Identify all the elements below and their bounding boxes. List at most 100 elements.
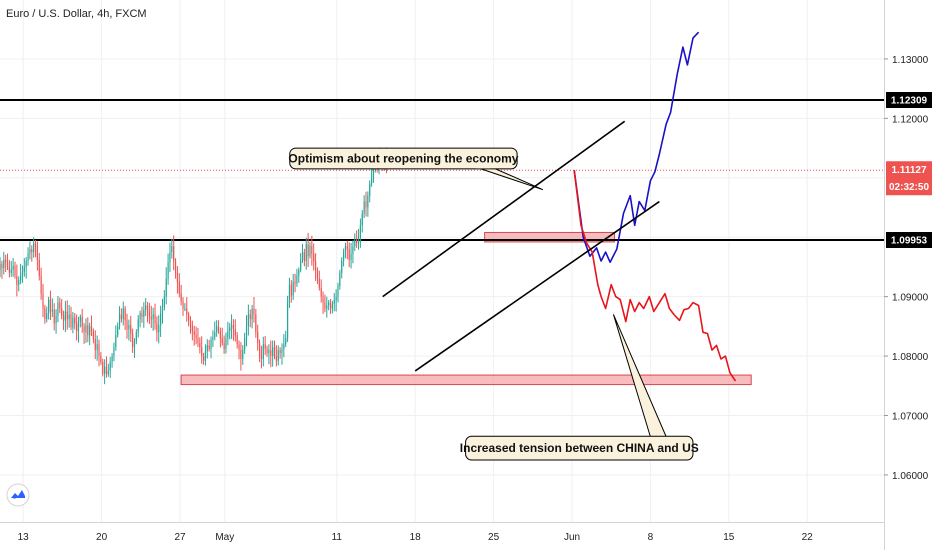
candle-body — [255, 314, 257, 333]
candle-body — [18, 279, 20, 285]
candle-body — [238, 344, 240, 351]
candle-body — [333, 300, 335, 304]
candle-body — [6, 262, 9, 267]
support-zone — [180, 374, 752, 386]
tradingview-logo-icon[interactable] — [6, 483, 30, 507]
candle-body — [124, 308, 126, 321]
candle-body — [94, 339, 96, 351]
candle-body — [5, 259, 7, 263]
candle-body — [300, 259, 302, 270]
candle-body — [31, 249, 33, 253]
candle-body — [27, 253, 29, 261]
candle-body — [316, 269, 319, 279]
candle-body — [53, 309, 55, 324]
candle-body — [146, 305, 149, 312]
candle-body — [62, 315, 65, 321]
candle-body — [173, 246, 175, 261]
x-tick-label: Jun — [564, 532, 580, 543]
candle-body — [104, 366, 106, 374]
candle-body — [212, 337, 214, 340]
candle-body — [55, 315, 57, 324]
candle-body — [357, 237, 360, 244]
x-tick-label: 20 — [96, 532, 108, 543]
candle-body — [178, 281, 180, 294]
candle-body — [49, 299, 52, 312]
candle-body — [109, 361, 111, 371]
candle-body — [23, 266, 25, 272]
x-tick-label: 27 — [174, 532, 186, 543]
current-price-label: 1.11127 — [891, 165, 926, 176]
candle-body — [165, 278, 167, 297]
candle-body — [223, 342, 225, 349]
candle-body — [244, 338, 246, 351]
candle-body — [197, 338, 199, 343]
candle-body — [143, 309, 145, 317]
x-tick-label: 8 — [648, 532, 654, 543]
candle-body — [361, 213, 363, 226]
candle-body — [281, 348, 283, 354]
candle-body — [286, 302, 289, 339]
candle-body — [257, 332, 259, 343]
candle-body — [227, 331, 229, 339]
candle-body — [311, 246, 313, 254]
candle-body — [163, 296, 165, 308]
candle-body — [133, 341, 136, 348]
candle-body — [199, 342, 201, 348]
candle-body — [326, 305, 328, 309]
candle-body — [12, 265, 14, 270]
candle-body — [204, 351, 207, 361]
candle-body — [210, 339, 212, 349]
candle-body — [193, 331, 195, 335]
candle-body — [331, 303, 333, 309]
candle-body — [342, 252, 345, 261]
candle-body — [245, 326, 248, 339]
candle-body — [318, 278, 320, 288]
candle-body — [77, 321, 80, 332]
candle-body — [152, 314, 154, 320]
candle-body — [247, 314, 249, 327]
projection-paths — [573, 31, 737, 382]
chart-title: Euro / U.S. Dollar, 4h, FXCM — [6, 8, 147, 20]
candle-body — [51, 309, 53, 312]
candle-body — [135, 332, 137, 342]
callout-box — [465, 435, 694, 461]
candle-body — [206, 345, 208, 352]
candle-body — [90, 326, 93, 332]
candle-body — [214, 332, 216, 338]
price-levels[interactable] — [0, 99, 884, 241]
trend-channel[interactable] — [382, 120, 660, 372]
callout-1: Optimism about reopening the economy — [288, 147, 544, 191]
candle-body — [92, 331, 95, 340]
callout-box — [289, 147, 518, 170]
candle-body — [264, 344, 266, 349]
candle-body — [180, 293, 182, 302]
candle-body — [85, 325, 87, 333]
candle-body — [61, 308, 63, 316]
candle-body — [87, 325, 89, 336]
candle-body — [229, 327, 231, 332]
candle-body — [117, 326, 119, 336]
x-tick-label: 18 — [410, 532, 422, 543]
candle-body — [266, 348, 268, 354]
candle-body — [225, 338, 227, 349]
candle-body — [195, 334, 197, 339]
candle-body — [270, 350, 272, 357]
candle-body — [240, 350, 242, 360]
candle-body — [356, 240, 358, 244]
candle-body — [260, 356, 263, 360]
candle-body — [89, 326, 91, 336]
candle-body — [303, 252, 305, 261]
y-tick-label: 1.09000 — [892, 293, 929, 304]
candle-body — [33, 243, 35, 253]
candle-body — [68, 314, 70, 320]
candle-body — [96, 344, 98, 351]
x-tick-label: 15 — [723, 532, 735, 543]
annotations[interactable]: Optimism about reopening the economy Incr… — [288, 147, 699, 461]
candle-body — [150, 316, 152, 320]
candle-body — [126, 320, 128, 330]
candle-body — [273, 347, 276, 357]
candle-body — [242, 350, 244, 360]
